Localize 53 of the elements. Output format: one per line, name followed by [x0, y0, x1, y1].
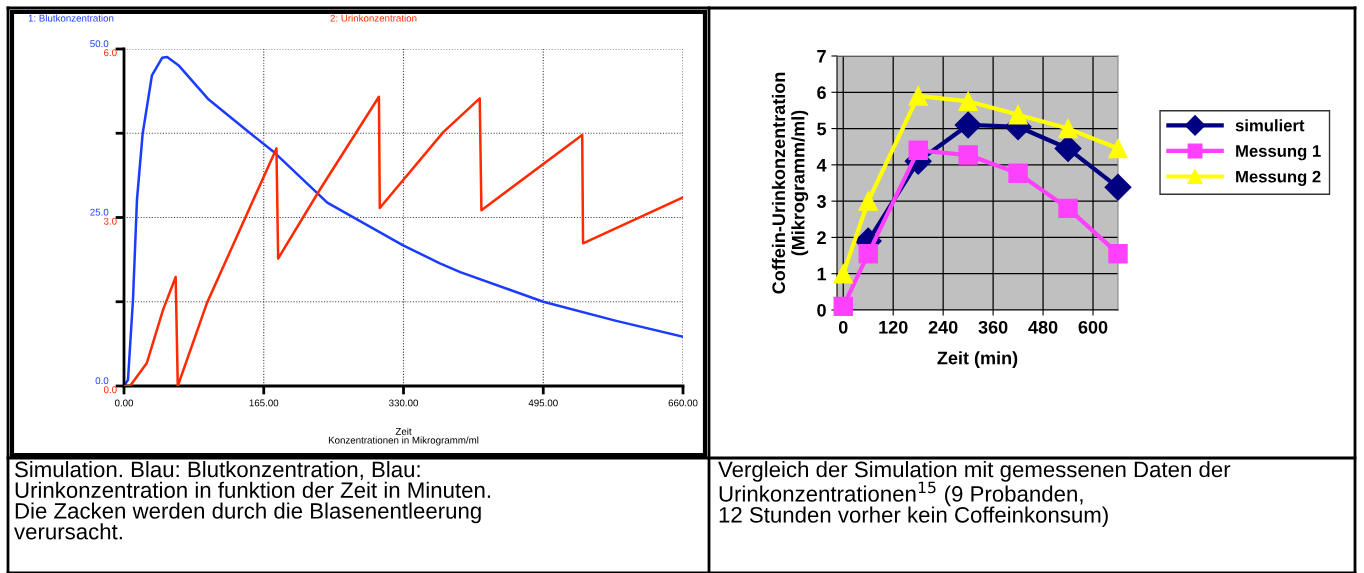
point [1008, 163, 1028, 183]
point [1058, 118, 1078, 139]
point [833, 263, 853, 284]
x-tick-label: 240 [928, 320, 958, 334]
legend-label: simuliert [1235, 119, 1305, 132]
text: Konzentrationen in Mikrogramm/ml [328, 436, 479, 446]
text: Vergleich der Simulation mit gemessenen Daten der Urinkonzentrationen$^{15}$ (9 Probanden, 12 Stunden vorher kein Coffeinkonsum) [718, 461, 1231, 528]
y-tick-label: 3 [816, 195, 826, 208]
text: 2: Urinkonzentration [330, 14, 417, 22]
point [1008, 105, 1028, 125]
x-axis-title: Zeit [395, 427, 412, 435]
y-tick-label: 2 [817, 231, 826, 244]
point [858, 244, 878, 264]
x-tick-label: 165.00 [249, 399, 279, 407]
point [958, 145, 978, 165]
x-tick-label: 495.00 [528, 399, 558, 407]
text: Simulation. Blau: Blutkonzentration, Blau: Urinkonzentration in funktion der Zeit in Minuten. Die Zacken werden durch die Blasenentleerung verursacht. [14, 461, 490, 540]
y-tick-label: 1 [817, 267, 827, 281]
point [954, 111, 982, 139]
y-tick-label: 5 [817, 122, 827, 136]
x-tick-label: 480 [1028, 320, 1058, 334]
x-tick-label: 600 [1078, 320, 1108, 334]
point [958, 91, 978, 112]
x-tick-label: 660.00 [668, 399, 698, 407]
x-tick-label: 0.00 [114, 399, 134, 407]
point [1054, 135, 1082, 162]
legend-label: Messung 2 [1236, 170, 1321, 186]
x-tick-label: 360 [978, 320, 1008, 334]
point [858, 191, 878, 211]
y2-tick-label: 0.0 [103, 386, 117, 394]
y-tick-label: 4 [816, 158, 827, 172]
point [1058, 198, 1078, 219]
y-tick-label: 0.0 [95, 377, 109, 385]
y-tick-label: 25.0 [90, 208, 109, 216]
y-tick-label: 7 [817, 50, 826, 63]
point [1108, 244, 1128, 264]
point [908, 140, 928, 161]
y2-tick-label: 6.0 [104, 49, 117, 57]
legend-label: Messung 1 [1236, 145, 1321, 161]
x-tick-label: 0 [838, 320, 848, 334]
y-axis-title: Coffein-Urinkonzentration (Mikrogramm/ml) [771, 72, 809, 294]
x-tick-label: 120 [879, 320, 908, 334]
point [833, 296, 853, 317]
y2-tick-label: 3.0 [103, 217, 117, 225]
point [1108, 138, 1128, 159]
x-tick-label: 330.00 [389, 399, 418, 407]
point [908, 86, 928, 106]
y-tick-label: 0 [817, 303, 826, 317]
text: 1: Blutkonzentration [28, 14, 114, 22]
x-axis-title: Zeit (min) [937, 351, 1018, 368]
point [1104, 173, 1132, 201]
y-tick-label: 50.0 [90, 40, 109, 48]
y-tick-label: 6 [817, 86, 826, 100]
